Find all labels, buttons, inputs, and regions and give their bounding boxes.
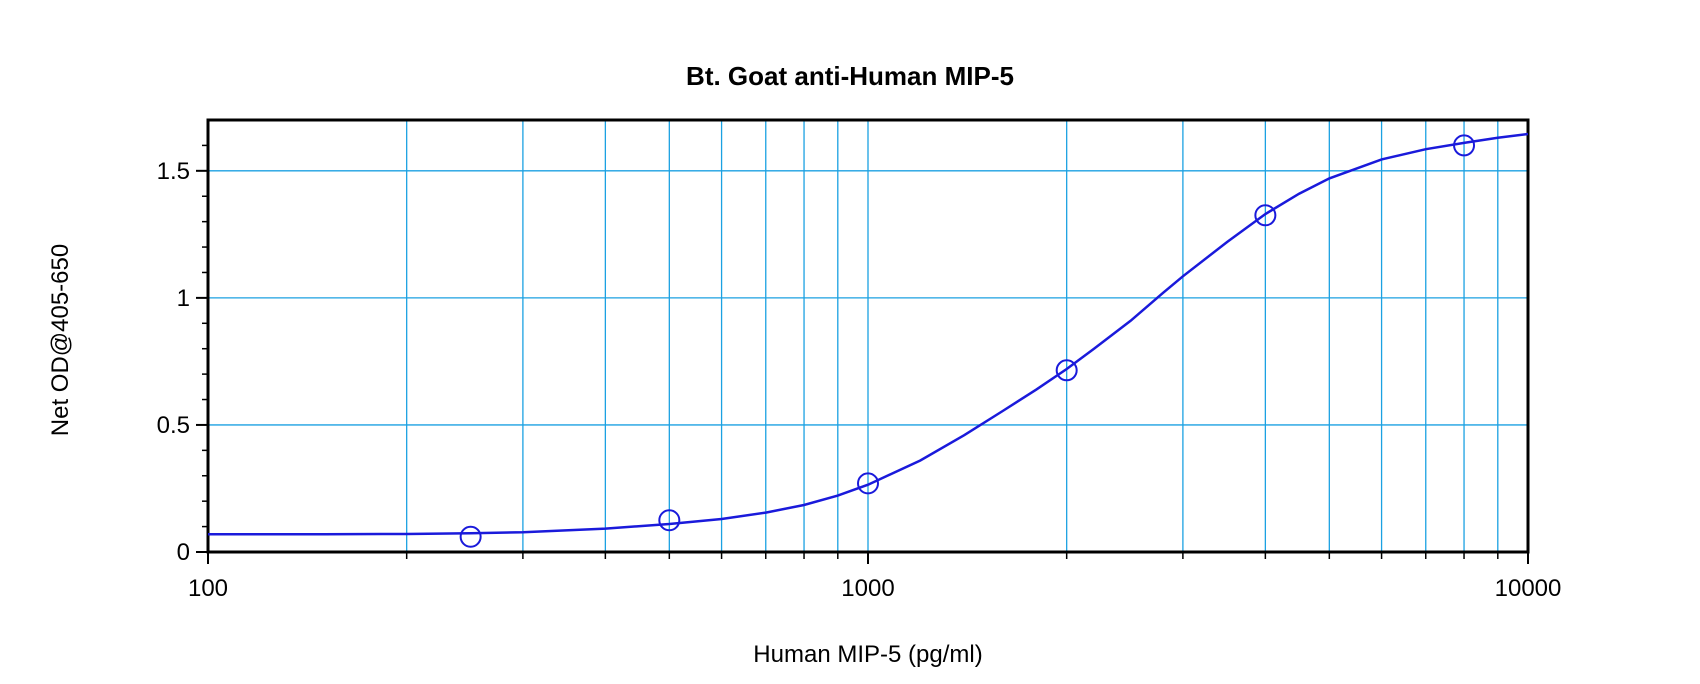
data-point: [1453, 134, 1476, 157]
y-tick-label: 0.5: [157, 412, 190, 439]
x-tick-label: 100: [188, 575, 228, 602]
data-points: [459, 134, 1476, 548]
y-axis: 0 0.5 1 1.5: [157, 158, 208, 566]
x-axis-label: Human MIP-5 (pg/ml): [753, 641, 982, 668]
x-tick-label: 1000: [841, 575, 894, 602]
y-tick-label: 0: [177, 539, 190, 566]
data-point: [1055, 359, 1078, 382]
data-point: [658, 509, 681, 532]
x-tick-label: 10000: [1495, 575, 1562, 602]
chart-title: Bt. Goat anti-Human MIP-5: [686, 61, 1014, 91]
minor-ticks: [202, 144, 1499, 559]
y-axis-label: Net OD@405-650: [47, 244, 74, 436]
data-point: [857, 472, 879, 495]
x-axis: 100 1000 10000: [188, 552, 1561, 602]
fit-curve: [208, 132, 1529, 536]
y-tick-label: 1: [177, 285, 190, 312]
data-point: [1254, 204, 1277, 227]
y-tick-label: 1.5: [157, 158, 190, 185]
grid: [208, 120, 1528, 552]
data-point: [459, 525, 482, 548]
